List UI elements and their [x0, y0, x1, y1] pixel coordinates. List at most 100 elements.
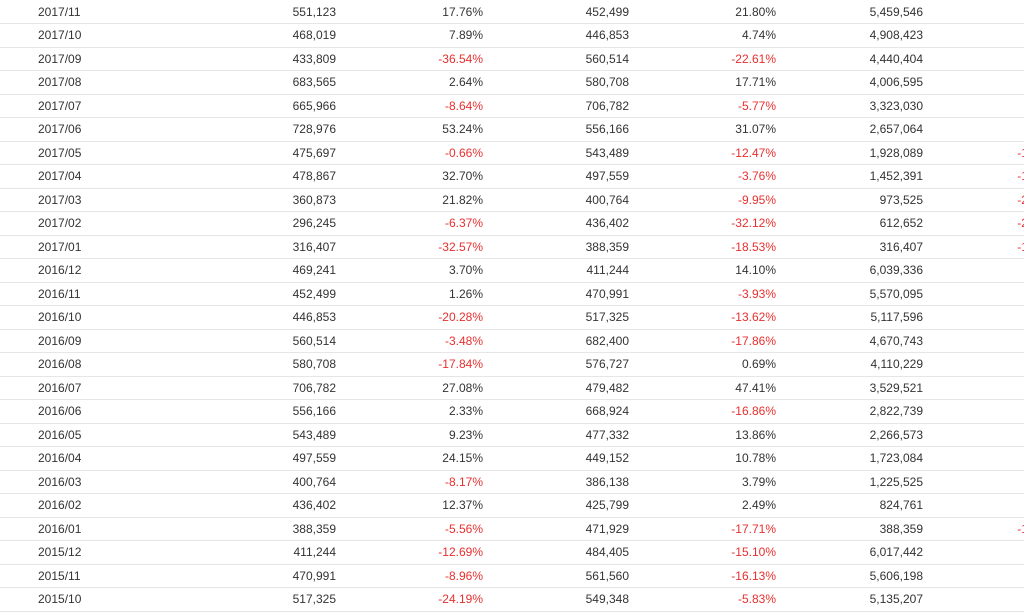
- period-cell: 2017/05: [0, 141, 150, 165]
- change-b-cell: -17.86%: [629, 329, 776, 353]
- change-b-cell: -5.77%: [629, 94, 776, 118]
- table-row: 2016/04 497,559 24.15% 449,152 10.78% 1,723,0…: [0, 446, 1024, 471]
- value-b-cell: 484,405: [483, 540, 629, 565]
- change-a-cell: -5.56%: [336, 517, 483, 541]
- table-row: 2016/05 543,489 9.23% 477,332 13.86% 2,266,57…: [0, 423, 1024, 447]
- period-cell: 2017/06: [0, 117, 150, 142]
- period-cell: 2016/01: [0, 517, 150, 541]
- table-row: 2017/05 475,697 -0.66% 543,489 -12.47% 1,928,…: [0, 141, 1024, 165]
- value-b-cell: 576,727: [483, 352, 629, 377]
- change-c-cell: -18.53%: [923, 235, 1024, 259]
- value-a-cell: 706,782: [150, 376, 336, 400]
- period-cell: 2016/04: [0, 446, 150, 471]
- cumulative-cell: 6,017,442: [776, 540, 923, 565]
- change-c-cell: -0.57%: [923, 446, 1024, 471]
- value-b-cell: 517,325: [483, 305, 629, 330]
- cumulative-cell: 4,110,229: [776, 352, 923, 377]
- value-a-cell: 400,764: [150, 470, 336, 494]
- change-b-cell: -17.71%: [629, 517, 776, 541]
- value-a-cell: 433,809: [150, 47, 336, 71]
- change-b-cell: 4.74%: [629, 23, 776, 48]
- table-row: 2017/07 665,966 -8.64% 706,782 -5.77% 3,323,0…: [0, 94, 1024, 118]
- change-b-cell: 21.80%: [629, 0, 776, 24]
- change-b-cell: -9.95%: [629, 188, 776, 212]
- change-b-cell: 10.78%: [629, 446, 776, 471]
- change-c-cell: 4.44%: [923, 352, 1024, 377]
- period-cell: 2016/05: [0, 423, 150, 447]
- value-a-cell: 296,245: [150, 211, 336, 236]
- change-b-cell: 47.41%: [629, 376, 776, 400]
- change-c-cell: -3.69%: [923, 540, 1024, 565]
- value-b-cell: 580,708: [483, 70, 629, 95]
- change-c-cell: -4.09%: [923, 23, 1024, 48]
- value-b-cell: 436,402: [483, 211, 629, 236]
- cumulative-cell: 5,117,596: [776, 305, 923, 330]
- value-b-cell: 425,799: [483, 493, 629, 518]
- table-row: 2017/01 316,407 -32.57% 388,359 -18.53% 316,4…: [0, 235, 1024, 259]
- cumulative-cell: 612,652: [776, 211, 923, 236]
- cumulative-cell: 5,135,207: [776, 587, 923, 612]
- value-a-cell: 469,241: [150, 258, 336, 283]
- change-a-cell: 2.33%: [336, 399, 483, 424]
- value-b-cell: 556,166: [483, 117, 629, 142]
- table-row: 2017/06 728,976 53.24% 556,166 31.07% 2,657,0…: [0, 117, 1024, 142]
- period-cell: 2017/11: [0, 0, 150, 24]
- value-a-cell: 478,867: [150, 164, 336, 189]
- period-cell: 2017/09: [0, 47, 150, 71]
- change-b-cell: 2.49%: [629, 493, 776, 518]
- change-a-cell: 53.24%: [336, 117, 483, 142]
- change-a-cell: -0.66%: [336, 141, 483, 165]
- change-c-cell: -5.85%: [923, 94, 1024, 118]
- change-b-cell: -16.13%: [629, 564, 776, 588]
- value-b-cell: 706,782: [483, 94, 629, 118]
- change-c-cell: -0.34%: [923, 305, 1024, 330]
- value-b-cell: 449,152: [483, 446, 629, 471]
- value-a-cell: 497,559: [150, 446, 336, 471]
- change-a-cell: 32.70%: [336, 164, 483, 189]
- change-b-cell: 31.07%: [629, 117, 776, 142]
- period-cell: 2017/03: [0, 188, 150, 212]
- change-a-cell: -17.84%: [336, 352, 483, 377]
- change-c-cell: 1.14%: [923, 329, 1024, 353]
- value-b-cell: 471,929: [483, 517, 629, 541]
- cumulative-cell: 2,657,064: [776, 117, 923, 142]
- value-a-cell: 683,565: [150, 70, 336, 95]
- value-b-cell: 452,499: [483, 0, 629, 24]
- value-b-cell: 400,764: [483, 188, 629, 212]
- cumulative-cell: 4,006,595: [776, 70, 923, 95]
- period-cell: 2017/10: [0, 23, 150, 48]
- table-row: 2016/11 452,499 1.26% 470,991 -3.93% 5,570,09…: [0, 282, 1024, 306]
- value-a-cell: 551,123: [150, 0, 336, 24]
- value-a-cell: 556,166: [150, 399, 336, 424]
- change-c-cell: -14.93%: [923, 141, 1024, 165]
- cumulative-cell: 3,323,030: [776, 94, 923, 118]
- change-b-cell: -12.47%: [629, 141, 776, 165]
- change-c-cell: -0.64%: [923, 282, 1024, 306]
- change-b-cell: -13.62%: [629, 305, 776, 330]
- change-c-cell: -1.28%: [923, 587, 1024, 612]
- change-c-cell: -20.56%: [923, 188, 1024, 212]
- change-a-cell: -36.54%: [336, 47, 483, 71]
- change-a-cell: -8.64%: [336, 94, 483, 118]
- value-a-cell: 517,325: [150, 587, 336, 612]
- change-b-cell: -18.53%: [629, 235, 776, 259]
- cumulative-cell: 5,606,198: [776, 564, 923, 588]
- period-cell: 2015/11: [0, 564, 150, 588]
- change-c-cell: -2.52%: [923, 70, 1024, 95]
- period-cell: 2015/10: [0, 587, 150, 612]
- table-row: 2017/04 478,867 32.70% 497,559 -3.76% 1,452,3…: [0, 164, 1024, 189]
- change-a-cell: 21.82%: [336, 188, 483, 212]
- change-b-cell: 3.79%: [629, 470, 776, 494]
- period-cell: 2017/07: [0, 94, 150, 118]
- value-b-cell: 682,400: [483, 329, 629, 353]
- period-cell: 2015/12: [0, 540, 150, 565]
- cumulative-cell: 3,529,521: [776, 376, 923, 400]
- table-row: 2016/08 580,708 -17.84% 576,727 0.69% 4,110,2…: [0, 352, 1024, 377]
- change-c-cell: -5.87%: [923, 117, 1024, 142]
- table-row: 2015/11 470,991 -8.96% 561,560 -16.13% 5,606,…: [0, 564, 1024, 588]
- value-b-cell: 549,348: [483, 587, 629, 612]
- table-row: 2017/08 683,565 2.64% 580,708 17.71% 4,006,59…: [0, 70, 1024, 95]
- cumulative-cell: 2,822,739: [776, 399, 923, 424]
